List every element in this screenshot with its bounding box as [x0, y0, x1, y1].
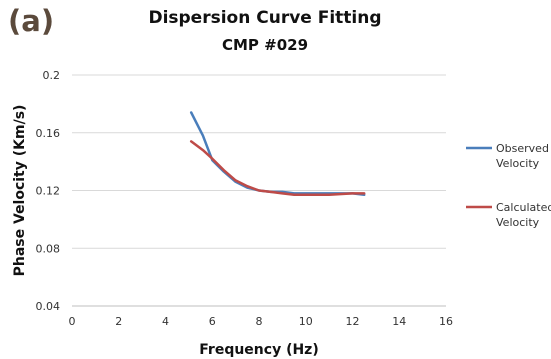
- legend-label: Velocity: [496, 157, 540, 170]
- x-axis-label: Frequency (Hz): [199, 342, 318, 358]
- x-tick-label: 14: [392, 315, 406, 328]
- legend-label: Calculated: [496, 201, 551, 214]
- x-tick-label: 12: [346, 315, 360, 328]
- y-tick-label: 0.2: [43, 69, 61, 82]
- legend-label: Velocity: [496, 216, 540, 229]
- y-tick-label: 0.04: [36, 300, 61, 313]
- panel-label: (a): [8, 4, 55, 38]
- y-tick-label: 0.16: [36, 127, 61, 140]
- x-tick-label: 10: [299, 315, 313, 328]
- y-axis-label: Phase Velocity (Km/s): [12, 105, 28, 277]
- series-line-observed: [189, 111, 366, 197]
- x-tick-label: 4: [162, 315, 169, 328]
- y-tick-label: 0.12: [36, 185, 61, 198]
- chart-title: Dispersion Curve Fitting: [148, 8, 382, 28]
- x-tick-label: 2: [115, 315, 122, 328]
- chart-subtitle: CMP #029: [221, 36, 309, 54]
- y-tick-label: 0.08: [36, 242, 61, 255]
- x-tick-label: 6: [209, 315, 216, 328]
- x-tick-label: 0: [69, 315, 76, 328]
- legend-label: Observed: [496, 142, 549, 155]
- x-tick-label: 16: [439, 315, 453, 328]
- x-tick-label: 8: [256, 315, 263, 328]
- series-line-calculated: [189, 140, 366, 197]
